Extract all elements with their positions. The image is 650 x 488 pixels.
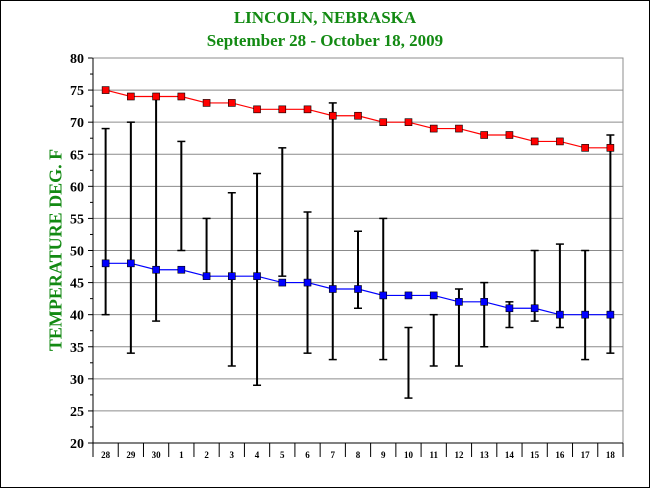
- data-point: [505, 304, 514, 313]
- data-point: [581, 144, 589, 152]
- data-point: [480, 131, 488, 139]
- data-point: [556, 137, 564, 146]
- data-point: [152, 265, 160, 274]
- x-tick-label: 11: [429, 450, 438, 460]
- x-tick-label: 29: [126, 450, 136, 460]
- x-tick-label: 18: [606, 450, 616, 460]
- x-tick-label: 16: [555, 450, 565, 460]
- y-tick-label: 20: [70, 437, 84, 452]
- y-tick-label: 80: [70, 52, 84, 67]
- x-tick-label: 5: [280, 450, 285, 460]
- data-point: [177, 265, 186, 274]
- data-point: [530, 137, 539, 146]
- data-point: [303, 105, 312, 114]
- data-point: [177, 92, 186, 101]
- x-tick-label: 2: [204, 450, 209, 460]
- data-point: [455, 298, 463, 306]
- data-point: [556, 310, 564, 319]
- data-point: [253, 272, 261, 280]
- y-tick-label: 35: [70, 341, 84, 356]
- data-point: [429, 291, 438, 300]
- data-point: [101, 259, 110, 268]
- data-point: [152, 92, 160, 101]
- chart-title: LINCOLN, NEBRASKA: [233, 8, 417, 27]
- data-point: [606, 144, 615, 152]
- y-tick-label: 30: [70, 373, 84, 388]
- data-point: [202, 99, 211, 107]
- data-point: [581, 310, 589, 319]
- data-point: [278, 105, 287, 114]
- data-point: [379, 118, 388, 126]
- x-tick-label: 12: [454, 450, 464, 460]
- x-tick-label: 9: [381, 450, 386, 460]
- data-point: [328, 285, 337, 293]
- data-point: [127, 259, 135, 268]
- y-tick-label: 25: [70, 405, 84, 420]
- data-point: [202, 272, 211, 280]
- x-tick-label: 10: [404, 450, 414, 460]
- y-tick-label: 55: [70, 212, 84, 227]
- data-point: [328, 111, 337, 120]
- data-point: [404, 118, 413, 126]
- x-tick-label: 1: [179, 450, 184, 460]
- data-point: [480, 298, 488, 306]
- x-tick-label: 15: [530, 450, 540, 460]
- data-point: [455, 124, 463, 133]
- x-tick-label: 4: [255, 450, 260, 460]
- x-tick-label: 30: [152, 450, 162, 460]
- chart-subtitle: September 28 - October 18, 2009: [206, 31, 444, 50]
- x-tick-label: 14: [505, 450, 515, 460]
- data-point: [530, 304, 539, 313]
- data-point: [354, 111, 362, 120]
- x-tick-label: 17: [581, 450, 591, 460]
- y-tick-label: 70: [70, 116, 84, 131]
- data-point: [253, 105, 261, 114]
- x-tick-label: 8: [356, 450, 361, 460]
- y-tick-label: 45: [70, 277, 84, 292]
- x-tick-label: 28: [101, 450, 111, 460]
- x-tick-label: 13: [480, 450, 490, 460]
- data-point: [101, 86, 110, 94]
- data-point: [228, 99, 236, 107]
- x-tick-label: 7: [331, 450, 336, 460]
- y-tick-label: 75: [70, 84, 84, 99]
- data-point: [404, 291, 413, 300]
- y-tick-label: 65: [70, 148, 84, 163]
- x-tick-label: 3: [230, 450, 235, 460]
- data-point: [505, 131, 514, 139]
- data-point: [303, 278, 312, 287]
- data-point: [228, 272, 236, 280]
- data-point: [127, 92, 135, 101]
- data-point: [278, 278, 287, 287]
- x-tick-label: 6: [305, 450, 310, 460]
- data-point: [379, 291, 388, 300]
- y-tick-label: 60: [70, 180, 84, 195]
- y-tick-label: 40: [70, 309, 84, 324]
- y-tick-label: 50: [70, 245, 84, 260]
- data-point: [354, 285, 362, 293]
- data-point: [606, 310, 615, 319]
- data-point: [429, 124, 438, 133]
